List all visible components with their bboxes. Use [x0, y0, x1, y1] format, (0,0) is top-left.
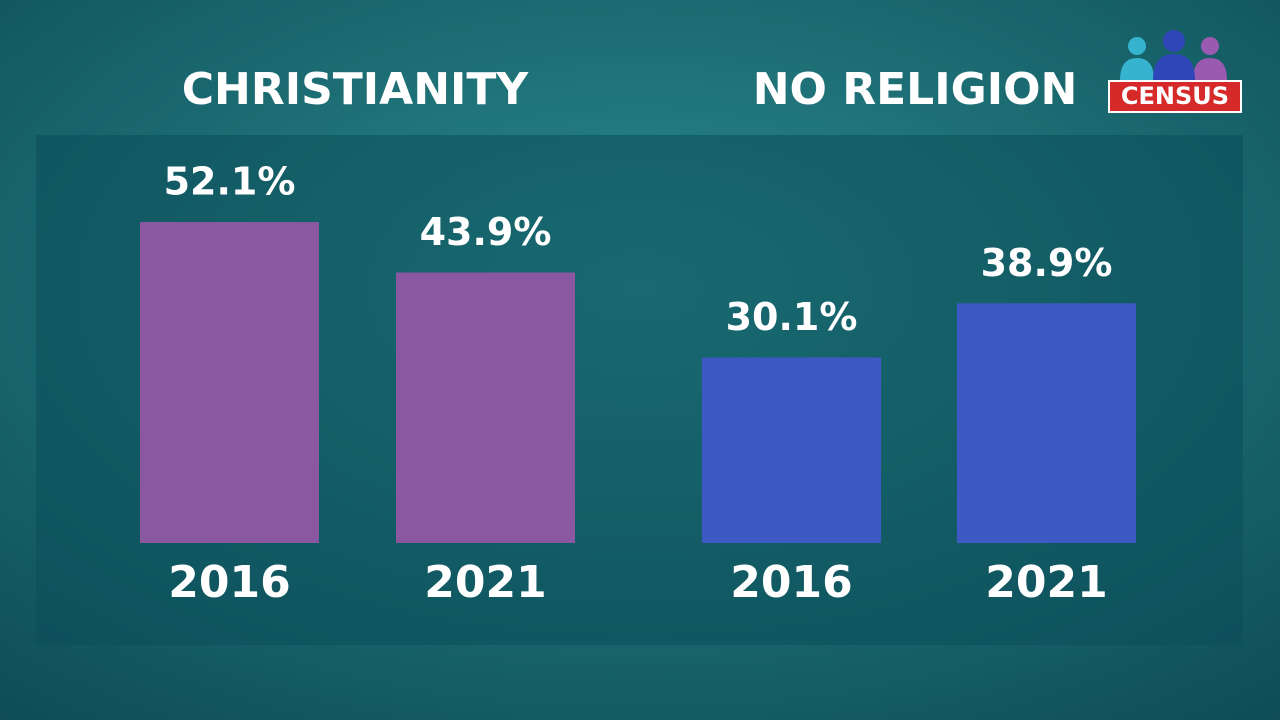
x-tick-label: 2016	[168, 557, 290, 608]
x-tick-label: 2016	[730, 557, 852, 608]
chart-title: NO RELIGION	[753, 64, 1078, 115]
bar	[140, 222, 319, 543]
bar	[702, 357, 881, 543]
bar	[957, 303, 1136, 543]
value-label: 30.1%	[726, 295, 858, 339]
x-tick-label: 2021	[424, 557, 546, 608]
logo-text: CENSUS	[1121, 82, 1229, 110]
x-tick-label: 2021	[985, 557, 1107, 608]
bar	[396, 272, 575, 543]
value-label: 43.9%	[420, 210, 552, 254]
logo-icon	[1108, 30, 1242, 113]
value-label: 52.1%	[164, 160, 296, 204]
chart-title: CHRISTIANITY	[182, 64, 530, 115]
value-label: 38.9%	[981, 241, 1113, 285]
